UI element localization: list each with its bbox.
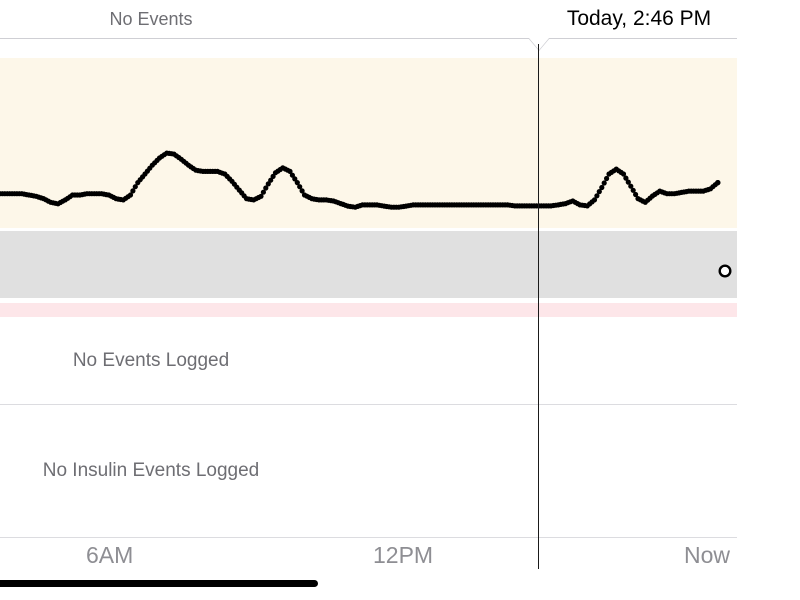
low-zone: [0, 303, 737, 317]
glucose-reading-dot: [715, 180, 721, 186]
glucose-reading-dot: [130, 188, 136, 194]
axis-divider: [0, 537, 737, 538]
glucose-reading-dot: [623, 175, 629, 181]
glucose-reading-dot: [294, 180, 300, 186]
axis-label-6am: 6AM: [86, 542, 134, 568]
glucose-reading-dot: [268, 177, 274, 183]
glucose-reading-dot: [297, 184, 303, 190]
glucose-reading-dot: [292, 176, 298, 182]
section-divider: [0, 404, 737, 405]
events-status: No Events: [109, 9, 193, 29]
glucose-readings: [0, 150, 721, 210]
glucose-reading-dot: [601, 180, 607, 186]
target-range-band: [0, 231, 737, 298]
glucose-reading-dot: [265, 181, 271, 187]
glucose-reading-dot: [630, 187, 636, 193]
no-insulin-events-label: No Insulin Events Logged: [42, 460, 260, 481]
glucose-reading-dot: [625, 179, 631, 185]
glucose-reading-dot: [596, 189, 602, 195]
glucose-reading-dot: [628, 183, 634, 189]
glucose-reading-dot: [127, 192, 134, 198]
glucose-reading-dot: [591, 197, 598, 203]
glucose-reading-dot: [599, 184, 605, 191]
axis-label-now: Now: [684, 542, 731, 568]
no-events-label: No Events Logged: [72, 350, 230, 371]
glucose-reading-dot: [287, 168, 293, 174]
selected-time-label: Today, 2:46 PM: [541, 0, 737, 38]
glucose-reading-dot: [260, 189, 266, 195]
home-indicator[interactable]: [0, 580, 318, 587]
glucose-reading-dot: [604, 175, 610, 182]
glucose-reading-dot: [263, 185, 269, 191]
glucose-reading-dot: [620, 171, 627, 177]
latest-reading-marker[interactable]: [718, 264, 732, 278]
glucose-reading-dot: [633, 191, 639, 198]
glucose-reading-dot: [289, 172, 295, 178]
glucose-reading-dot: [299, 188, 305, 194]
high-zone: [0, 58, 737, 228]
glucose-reading-dot: [132, 184, 138, 190]
glucose-reading-dot: [258, 193, 264, 199]
glucose-reading-dot: [270, 173, 276, 179]
glucose-reading-dot: [594, 193, 600, 199]
axis-label-12pm: 12PM: [373, 542, 434, 568]
time-scrub-cursor[interactable]: [538, 44, 540, 569]
